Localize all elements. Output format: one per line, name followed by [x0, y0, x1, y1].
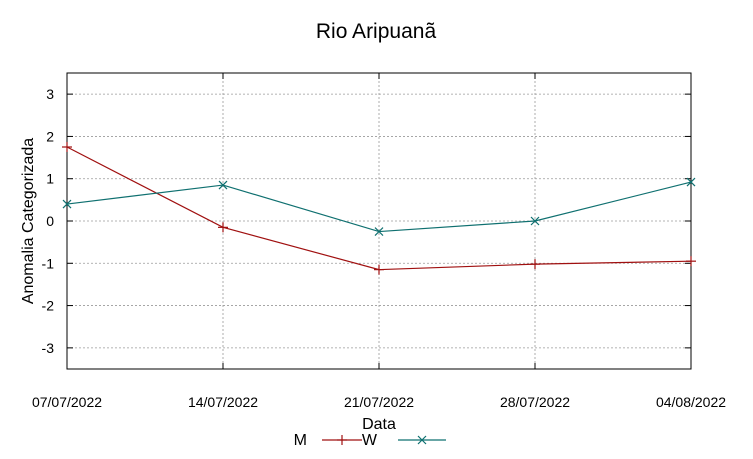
data-point-m: [62, 142, 72, 152]
data-point-w: [374, 227, 384, 236]
data-point-w: [530, 216, 540, 226]
x-tick-label: 14/07/2022: [188, 394, 258, 410]
x-axis-ticks: 07/07/2022 14/07/2022 21/07/2022 28/07/2022…: [32, 73, 726, 410]
legend-item-w: W: [362, 432, 446, 449]
data-point-m: [218, 222, 228, 233]
y-tick-label: 1: [46, 171, 54, 187]
series-layer: [62, 142, 696, 275]
grid-lines: [67, 73, 691, 369]
data-point-w: [62, 199, 72, 209]
y-tick-label: 3: [46, 86, 54, 102]
x-tick-label: 07/07/2022: [32, 394, 102, 410]
y-tick-label: -1: [42, 255, 55, 271]
plot-frame: [66, 72, 692, 370]
chart-title: Rio Aripuanã: [316, 20, 437, 43]
data-point-m: [530, 259, 540, 270]
legend-marker: [337, 435, 347, 445]
x-tick-label: 28/07/2022: [500, 394, 570, 410]
y-axis-label: Anomalia Categorizada: [20, 138, 37, 304]
y-tick-label: 0: [46, 213, 54, 229]
y-tick-label: -3: [42, 340, 55, 356]
data-point-m: [374, 264, 384, 275]
data-point-w: [686, 177, 696, 187]
legend-item-m: M: [294, 432, 362, 449]
x-tick-label: 21/07/2022: [344, 394, 414, 410]
data-point-w: [218, 180, 228, 190]
legend-label: M: [294, 432, 307, 449]
legend-label: W: [362, 432, 378, 449]
data-point-m: [686, 256, 696, 267]
x-axis-label: Data: [362, 416, 396, 433]
y-axis-ticks: 3 2 1 0 -1 -2 -3: [42, 86, 691, 356]
x-tick-label: 04/08/2022: [656, 394, 726, 410]
y-tick-label: 2: [46, 128, 54, 144]
legend-marker: [417, 435, 427, 445]
y-tick-label: -2: [42, 298, 55, 314]
